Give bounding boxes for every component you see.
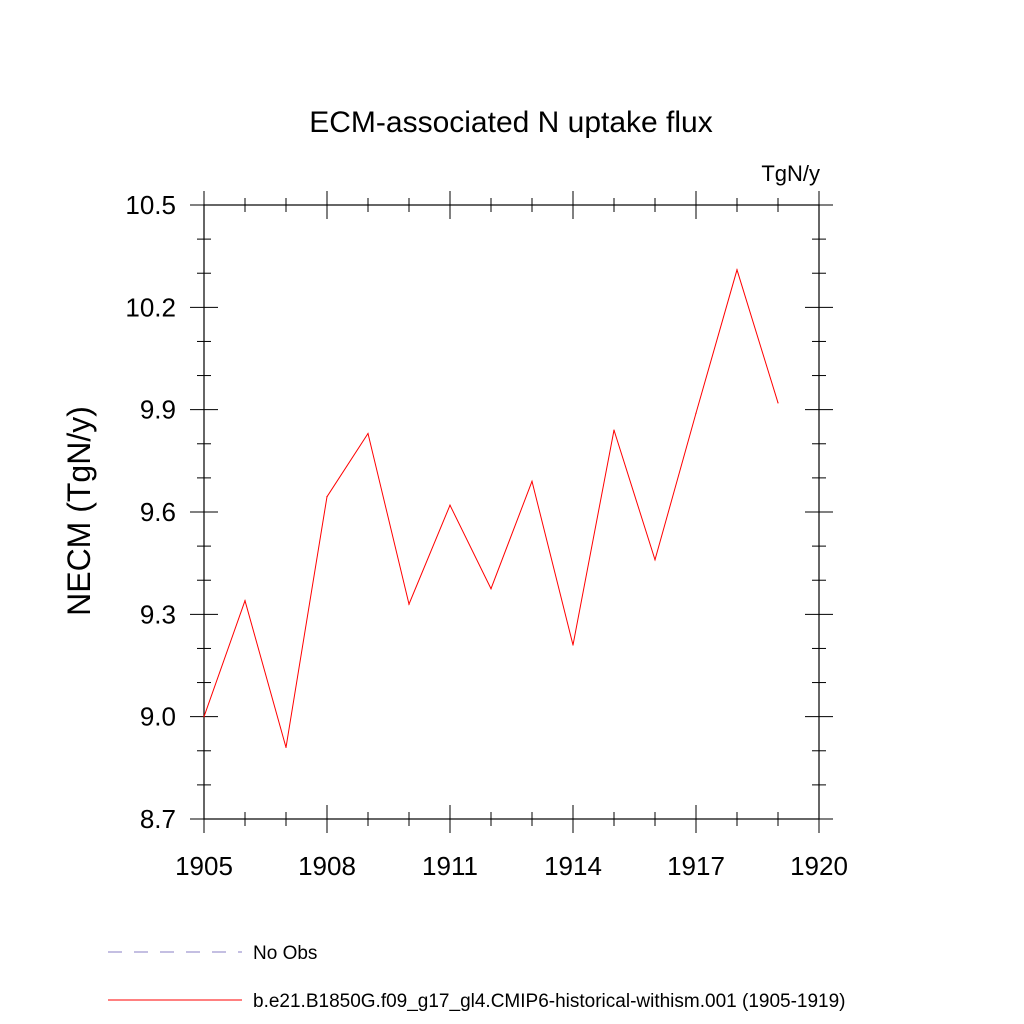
y-tick-label: 9.3	[140, 599, 176, 629]
data-point	[531, 480, 533, 482]
data-point	[285, 746, 287, 748]
x-tick-label: 1908	[298, 851, 356, 881]
data-point	[490, 588, 492, 590]
y-tick-label: 10.2	[125, 292, 176, 322]
y-tick-label: 9.0	[140, 702, 176, 732]
x-tick-label: 1920	[790, 851, 848, 881]
plot-frame	[203, 204, 820, 820]
y-tick-label: 8.7	[140, 804, 176, 834]
data-point	[367, 432, 369, 435]
units-label: TgN/y	[761, 161, 820, 186]
data-point	[777, 402, 779, 404]
x-tick-label: 1911	[422, 851, 478, 881]
data-point	[203, 716, 205, 718]
y-tick-label: 9.6	[140, 497, 176, 527]
legend-label: No Obs	[253, 943, 317, 964]
series-line	[203, 268, 779, 748]
y-axis-label: NECM (TgN/y)	[61, 406, 97, 616]
x-tick-label: 1917	[667, 851, 725, 881]
data-point	[654, 559, 656, 561]
data-point	[326, 496, 328, 498]
data-point	[449, 504, 451, 506]
legend-label: b.e21.B1850G.f09_g17_gl4.CMIP6-historica…	[253, 991, 846, 1012]
chart-title: ECM-associated N uptake flux	[309, 106, 713, 139]
data-point	[244, 600, 246, 602]
x-tick-label: 1905	[175, 851, 233, 881]
data-point	[572, 644, 574, 646]
y-tick-label: 10.5	[125, 190, 176, 220]
data-point	[408, 603, 410, 605]
data-point	[736, 269, 738, 271]
y-tick-label: 9.9	[140, 395, 176, 425]
data-point	[695, 412, 697, 414]
data-point	[613, 429, 615, 431]
x-tick-label: 1914	[544, 851, 602, 881]
